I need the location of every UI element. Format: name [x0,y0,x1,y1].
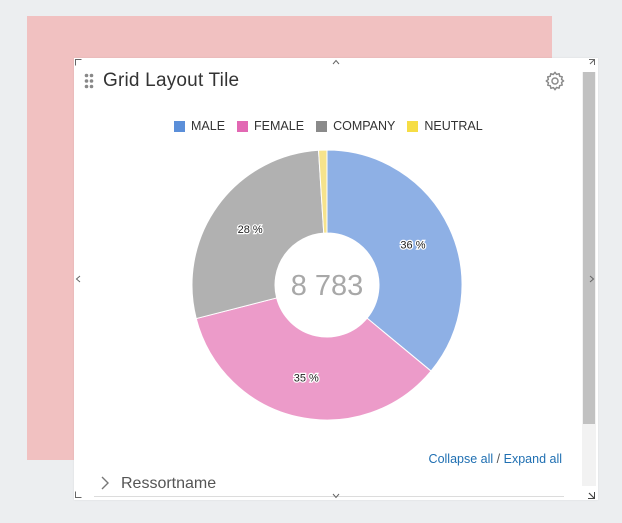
legend-swatch [316,120,328,132]
legend-label: MALE [191,119,226,133]
legend-swatch [407,120,419,132]
legend-swatch [237,120,249,132]
tree-actions: Collapse all / Expand all [429,452,562,466]
resize-handle-right-icon[interactable] [589,275,595,283]
resize-handle-left-icon[interactable] [75,275,81,283]
resize-corner-bottom-right-icon[interactable] [586,490,595,499]
data-label-female: 35 % [294,373,319,385]
tree-row-label: Ressortname [121,475,217,492]
slice-female[interactable] [195,297,432,421]
grid-layout-tile: Grid Layout Tile MALE FEMALE COMPANY NEUTRA… [74,58,598,500]
drag-handle-icon[interactable] [84,73,94,89]
resize-corner-top-left-icon[interactable] [75,59,82,66]
vertical-scrollbar[interactable] [582,72,596,486]
resize-corner-top-right-icon[interactable] [586,59,595,68]
legend-item-male[interactable]: MALE [174,119,225,133]
tree-row-ressortname[interactable]: Ressortname [94,472,564,497]
donut-chart: 36 % 35 % 28 % 8 783 [191,149,463,421]
resize-handle-bottom-icon[interactable] [332,493,340,499]
collapse-all-link[interactable]: Collapse all [428,452,494,466]
data-label-male: 36 % [400,240,425,252]
legend-item-company[interactable]: COMPANY [316,119,395,133]
gear-icon[interactable] [544,70,566,92]
slice-neutral[interactable] [317,149,328,234]
slice-company[interactable] [191,149,325,320]
legend-label: FEMALE [254,119,305,133]
legend-item-neutral[interactable]: NEUTRAL [407,119,483,133]
chevron-right-icon[interactable] [100,476,110,490]
resize-corner-bottom-left-icon[interactable] [75,491,82,498]
legend-item-female[interactable]: FEMALE [237,119,304,133]
resize-handle-top-icon[interactable] [332,59,340,65]
legend-label: COMPANY [333,119,396,133]
tile-title: Grid Layout Tile [103,70,240,91]
legend-swatch [174,120,185,132]
chart-legend: MALE FEMALE COMPANY NEUTRAL [174,118,483,134]
scrollbar-thumb[interactable] [583,72,595,424]
expand-all-link[interactable]: Expand all [503,452,562,466]
chart-center-total: 8 783 [291,270,364,302]
links-separator: / [496,452,501,466]
data-label-company: 28 % [238,224,263,236]
slice-male[interactable] [326,149,463,372]
legend-label: NEUTRAL [424,119,483,133]
